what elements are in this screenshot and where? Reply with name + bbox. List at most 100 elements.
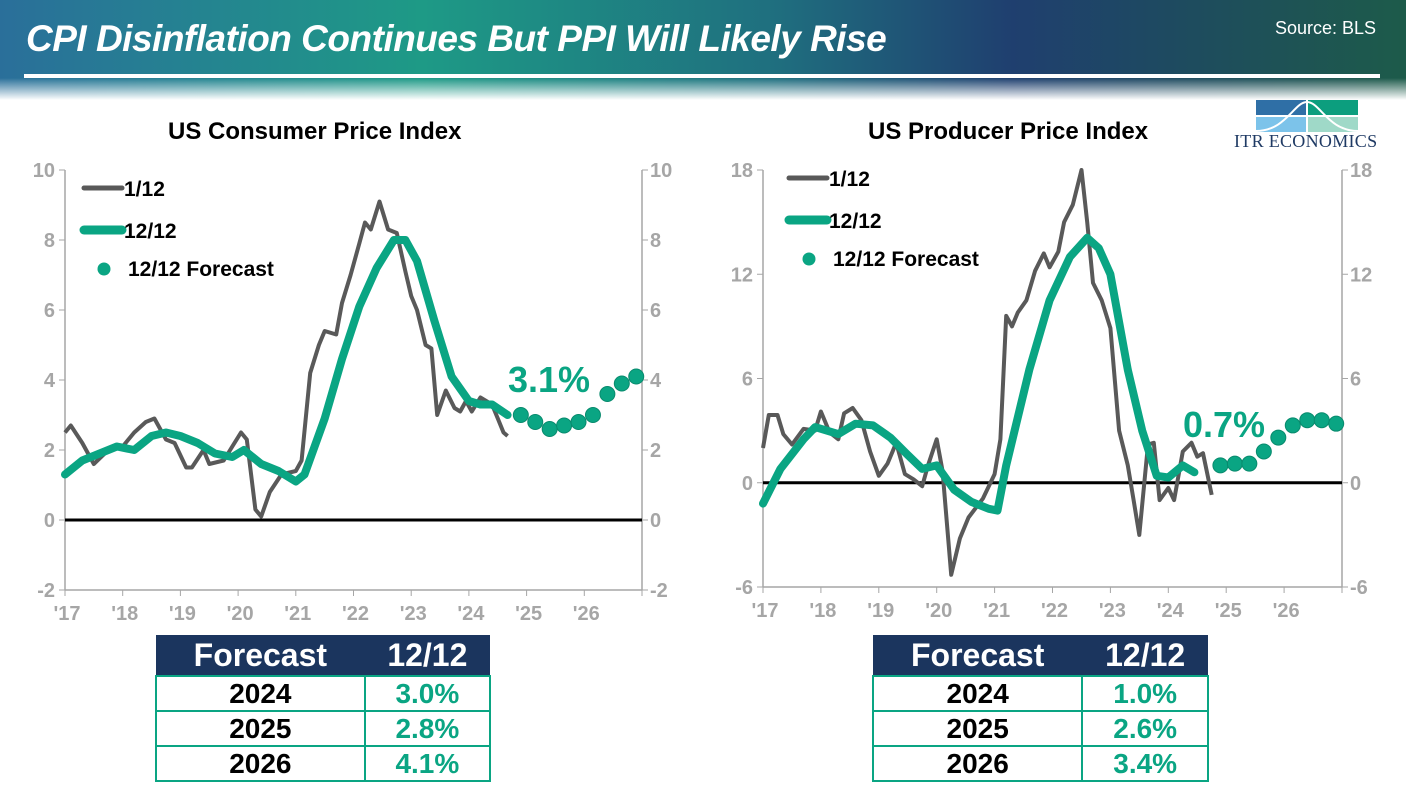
y-tick-label-right: 6 [650, 300, 661, 322]
value-cell: 4.1% [363, 745, 492, 782]
forecast-point [1313, 412, 1330, 429]
itr-logo-icon [1256, 100, 1359, 132]
year-cell: 2024 [155, 675, 366, 712]
y-tick-label-left: 4 [44, 370, 56, 392]
forecast-point [628, 368, 645, 385]
y-tick-label-right: -6 [1350, 577, 1368, 599]
forecast-point [1226, 455, 1243, 472]
header-forecast: Forecast [156, 635, 365, 676]
ppi-chart: -6 -6 0 0 6 6 12 12 18 18 '17 '18 '19 '20 '21 '22 '23 '24… [731, 160, 1373, 622]
forecast-point [1212, 457, 1229, 474]
legend-forecast-swatch [802, 252, 816, 266]
cpi-forecast-table: Forecast 12/12 2024 3.0% 2025 2.8% 2026 4.1% [155, 635, 492, 782]
x-tick-label: '18 [111, 603, 138, 625]
x-tick-label: '20 [925, 600, 952, 622]
x-tick-label: '26 [573, 603, 600, 625]
legend-12-12-label: 12/12 [829, 210, 882, 233]
ppi-chart-title: US Producer Price Index [868, 118, 1149, 145]
year-cell: 2024 [871, 675, 1084, 712]
x-tick-label: '19 [867, 600, 894, 622]
y-tick-label-right: 18 [1350, 160, 1372, 182]
legend-forecast-label: 12/12 Forecast [833, 248, 979, 271]
y-tick-label-right: 12 [1350, 264, 1372, 286]
forecast-point [1241, 455, 1258, 472]
legend-forecast-label: 12/12 Forecast [128, 258, 274, 281]
y-tick-label-left: 8 [44, 230, 55, 252]
forecast-point [1284, 417, 1301, 434]
value-cell: 3.4% [1081, 745, 1209, 782]
x-tick-label: '18 [809, 600, 836, 622]
forecast-point [1328, 415, 1345, 432]
forecast-point [1270, 429, 1287, 446]
header-forecast: Forecast [873, 635, 1083, 676]
forecast-point [570, 414, 587, 430]
y-tick-label-right: 4 [650, 370, 662, 392]
cpi-chart: -2 -2 0 0 2 2 4 4 6 6 8 8 10 10 '17 '18 '19 '20 '21 '22 '23 '… [33, 160, 673, 625]
y-tick-label-left: 18 [731, 160, 753, 182]
x-tick-label: '21 [284, 603, 311, 625]
forecast-point [599, 386, 616, 402]
legend-1-12-label: 1/12 [829, 168, 870, 191]
y-tick-label-left: 10 [33, 160, 55, 182]
x-tick-label: '23 [1099, 600, 1126, 622]
legend-12-12-label: 12/12 [124, 220, 177, 243]
header-12-12: 12/12 [364, 635, 490, 676]
source-label: Source: BLS [1274, 18, 1376, 38]
x-tick-label: '17 [751, 600, 778, 622]
x-tick-label: '22 [1041, 600, 1068, 622]
header-12-12: 12/12 [1082, 635, 1208, 676]
forecast-point [584, 407, 601, 423]
value-cell: 2.8% [363, 710, 492, 747]
table-row: 2025 2.6% [871, 710, 1209, 747]
x-tick-label: '25 [1215, 600, 1242, 622]
table-row: 2026 4.1% [155, 745, 492, 782]
x-tick-label: '20 [227, 603, 254, 625]
title-banner [0, 0, 1406, 100]
y-tick-label-left: 6 [44, 300, 55, 322]
y-tick-label-right: 8 [650, 230, 661, 252]
x-tick-label: '19 [169, 603, 196, 625]
y-tick-label-right: 0 [650, 510, 661, 532]
table-row: 2024 3.0% [155, 675, 492, 712]
forecast-point [527, 414, 544, 430]
logo-text: ITR ECONOMICS [1234, 131, 1378, 151]
y-tick-label-left: 2 [44, 440, 55, 462]
year-cell: 2025 [871, 710, 1084, 747]
forecast-point [1299, 412, 1316, 429]
year-cell: 2026 [871, 745, 1084, 782]
x-tick-label: '24 [457, 603, 485, 625]
title-divider [24, 74, 1380, 78]
year-cell: 2025 [155, 710, 366, 747]
y-tick-label-left: -6 [735, 577, 753, 599]
x-tick-label: '26 [1273, 600, 1300, 622]
x-tick-label: '21 [983, 600, 1010, 622]
table-row: 2024 1.0% [871, 675, 1209, 712]
y-tick-label-left: 6 [742, 369, 753, 391]
forecast-point [613, 375, 630, 392]
y-tick-label-right: 6 [1350, 369, 1361, 391]
table-row: 2026 3.4% [871, 745, 1209, 782]
latest-value-annotation: 3.1% [508, 359, 590, 400]
latest-value-annotation: 0.7% [1183, 404, 1265, 445]
y-tick-label-left: 0 [742, 473, 753, 495]
page-title: CPI Disinflation Continues But PPI Will … [26, 18, 887, 59]
value-cell: 3.0% [363, 675, 492, 712]
legend-1-12-label: 1/12 [124, 178, 165, 201]
y-tick-label-right: 10 [650, 160, 672, 182]
year-cell: 2026 [155, 745, 366, 782]
value-cell: 1.0% [1081, 675, 1209, 712]
ppi-forecast-table: Forecast 12/12 2024 1.0% 2025 2.6% 2026 3.4% [871, 635, 1209, 782]
table-row: 2025 2.8% [155, 710, 492, 747]
value-cell: 2.6% [1081, 710, 1209, 747]
series-12-12-line [759, 233, 1199, 515]
x-tick-label: '24 [1157, 600, 1185, 622]
forecast-point [512, 407, 529, 423]
series-1-12-line [761, 168, 1214, 577]
y-tick-label-right: -2 [650, 580, 668, 602]
x-tick-label: '17 [53, 603, 80, 625]
x-tick-label: '22 [342, 603, 369, 625]
y-tick-label-right: 0 [1350, 473, 1361, 495]
forecast-point [1255, 443, 1272, 460]
cpi-chart-title: US Consumer Price Index [168, 118, 462, 145]
y-tick-label-left: -2 [37, 580, 55, 602]
